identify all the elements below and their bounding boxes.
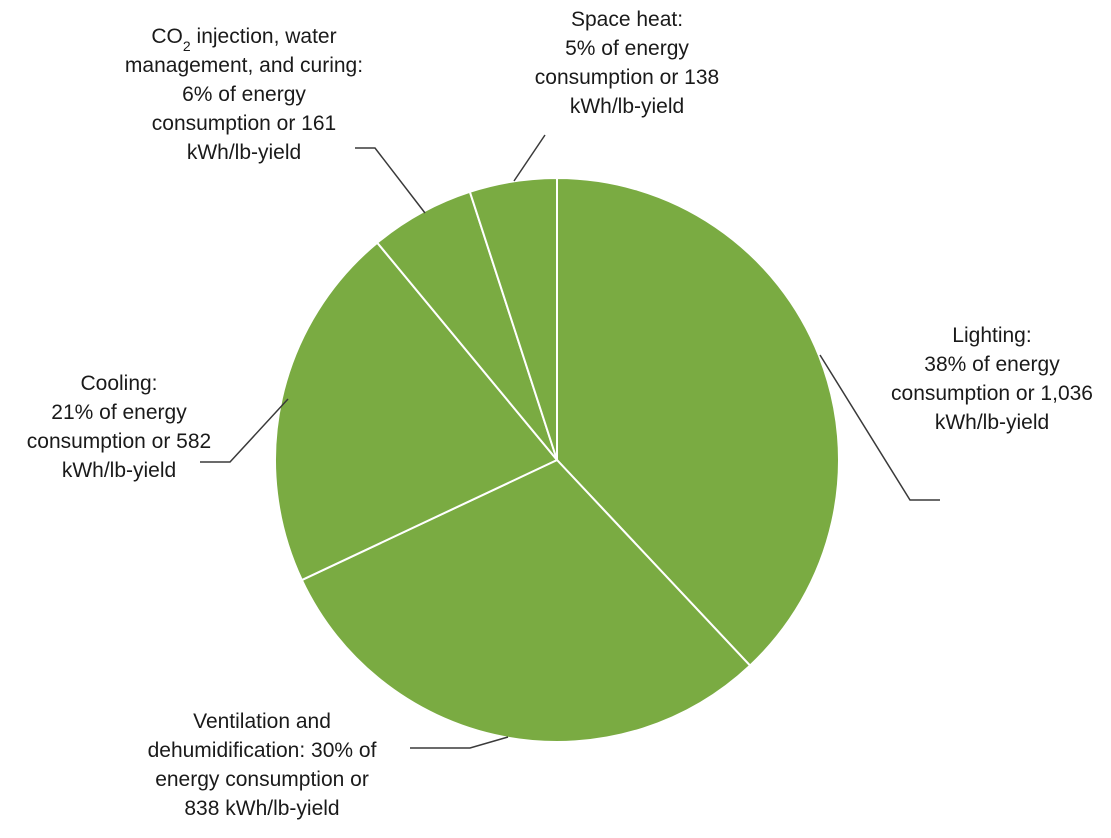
slice-label-line: kWh/lb-yield <box>570 95 684 118</box>
leader-line-lighting <box>819 354 940 501</box>
pie-slice-space-heat <box>468 176 558 461</box>
slice-label-line: consumption or 582 <box>27 430 211 453</box>
slice-label-line: Space heat: <box>571 8 683 31</box>
leader-line-ventilation-dehumidification <box>410 736 509 749</box>
slice-label-line: consumption or 1,036 <box>891 382 1093 405</box>
slice-label-line: 6% of energy <box>182 83 306 106</box>
pie-slice-ventilation-dehumidification <box>300 458 752 743</box>
leader-line-co2-curing <box>355 147 426 214</box>
pie-slice-lighting <box>556 176 840 667</box>
slice-label-line: kWh/lb-yield <box>62 459 176 482</box>
slice-label-line: Cooling: <box>80 372 157 395</box>
slice-label-line: 38% of energy <box>924 353 1060 376</box>
leader-line-cooling <box>200 398 289 463</box>
slice-label-co2-curing: CO2 injection, water management, and curi… <box>125 25 363 164</box>
slice-label-line: energy consumption or <box>155 768 369 791</box>
leader-line-space-heat <box>513 134 546 182</box>
slice-label-line: 5% of energy <box>565 37 689 60</box>
slice-label-line: kWh/lb-yield <box>187 141 301 164</box>
slice-label-line: consumption or 161 <box>152 112 336 135</box>
slice-label-line: kWh/lb-yield <box>935 411 1049 434</box>
subscript-2: 2 <box>183 38 191 54</box>
slice-label-line: consumption or 138 <box>535 66 719 89</box>
slice-label-ventilation-dehumidification: Ventilation and dehumidification: 30% of e… <box>148 710 377 820</box>
pie-slice-cooling <box>274 241 559 582</box>
slice-label-lighting: Lighting: 38% of energy consumption or 1,0… <box>891 324 1093 434</box>
slice-label-space-heat: Space heat: 5% of energy consumption or 13… <box>535 8 719 118</box>
slice-label-line: 21% of energy <box>51 401 187 424</box>
slice-label-line: Ventilation and <box>193 710 331 733</box>
slice-label-line: 838 kWh/lb-yield <box>184 797 339 820</box>
slice-label-line: management, and curing: <box>125 54 363 77</box>
slice-label-line: Lighting: <box>952 324 1031 347</box>
slice-label-line: CO2 injection, water <box>151 25 336 54</box>
slice-label-cooling: Cooling: 21% of energy consumption or 582 k… <box>27 372 211 482</box>
slice-label-line: dehumidification: 30% of <box>148 739 377 762</box>
